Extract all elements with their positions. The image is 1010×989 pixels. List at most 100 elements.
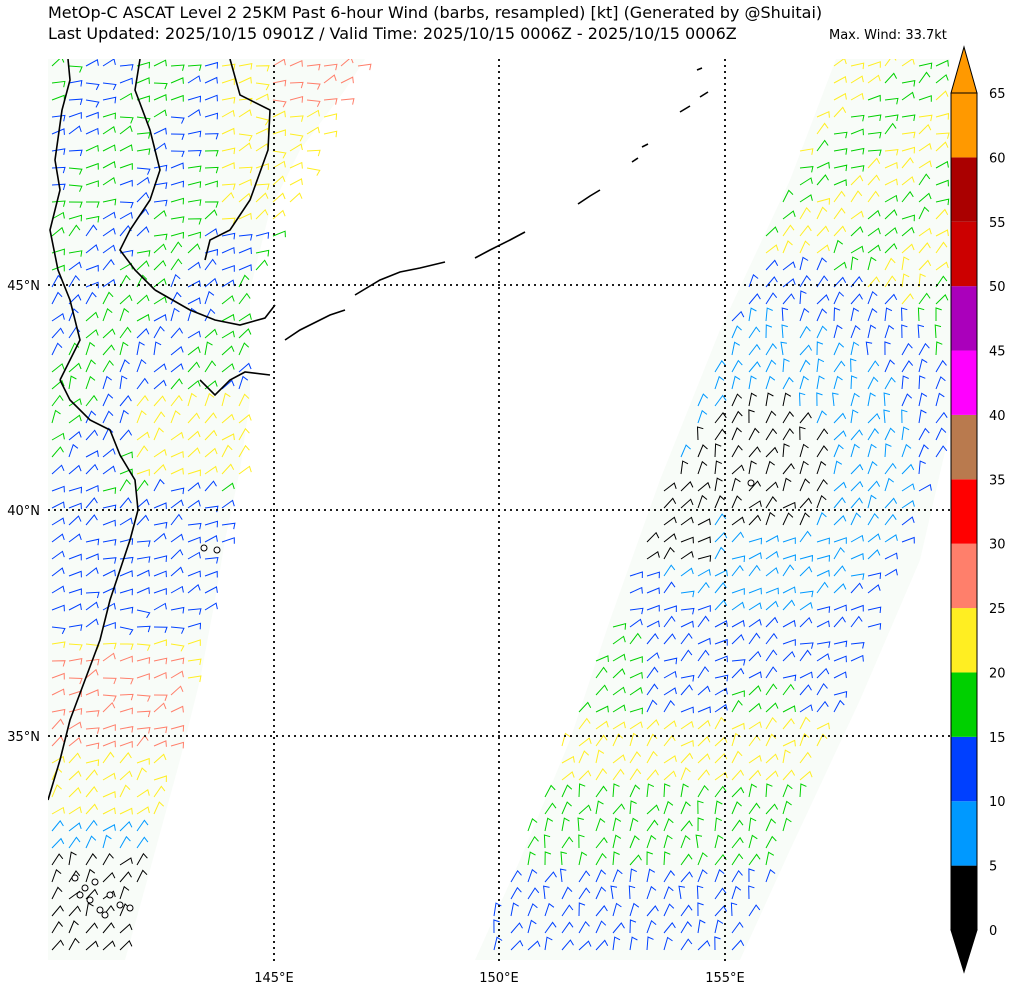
wind-barb bbox=[731, 393, 743, 407]
wind-barb bbox=[102, 258, 115, 271]
wind-barb bbox=[680, 853, 693, 866]
wind-barb bbox=[697, 460, 708, 475]
wind-barb bbox=[187, 430, 201, 441]
wind-barb bbox=[782, 463, 795, 475]
wind-barb bbox=[102, 519, 116, 527]
wind-barb bbox=[136, 358, 147, 373]
wind-barb bbox=[697, 869, 708, 883]
wind-barb bbox=[748, 537, 763, 545]
wind-barb bbox=[782, 817, 792, 832]
wind-barb bbox=[799, 148, 814, 155]
wind-barb bbox=[85, 111, 99, 119]
wind-barb bbox=[51, 533, 65, 543]
wind-barb bbox=[680, 550, 694, 560]
wind-barb bbox=[221, 392, 231, 407]
wind-barb bbox=[782, 501, 796, 509]
colorbar-bin bbox=[951, 414, 977, 480]
lat-label-45: 45°N bbox=[7, 279, 40, 294]
wind-barb bbox=[85, 514, 98, 526]
wind-barb bbox=[748, 853, 761, 866]
wind-barb bbox=[204, 258, 217, 271]
wind-barb bbox=[697, 719, 711, 730]
wind-barb bbox=[935, 160, 949, 169]
wind-barb bbox=[612, 902, 622, 917]
wind-barb bbox=[102, 652, 116, 662]
wind-barb bbox=[884, 497, 898, 509]
wind-barb bbox=[850, 409, 859, 424]
wind-barb bbox=[578, 769, 592, 781]
colorbar-bin bbox=[951, 865, 977, 930]
wind-barb bbox=[782, 293, 795, 305]
wind-barb bbox=[850, 256, 859, 271]
wind-barb bbox=[527, 903, 538, 917]
wind-barb bbox=[85, 359, 96, 373]
wind-barb bbox=[833, 276, 847, 288]
wind-barb bbox=[204, 228, 218, 237]
wind-barb bbox=[238, 413, 252, 424]
wind-barb bbox=[663, 546, 675, 560]
colorbar-tick-label: 65 bbox=[989, 87, 1006, 102]
wind-barb bbox=[221, 162, 235, 169]
wind-barb bbox=[816, 392, 823, 407]
wind-barb bbox=[935, 392, 945, 407]
wind-barb bbox=[51, 379, 65, 390]
wind-barb bbox=[119, 885, 130, 900]
wind-barb bbox=[765, 818, 777, 832]
wind-barb bbox=[204, 429, 218, 441]
wind-barb bbox=[136, 819, 149, 832]
wind-barb bbox=[510, 886, 522, 900]
wind-barb bbox=[901, 342, 913, 356]
wind-barb bbox=[765, 550, 779, 560]
wind-barb bbox=[527, 817, 538, 832]
wind-barb bbox=[731, 555, 746, 563]
wind-barb bbox=[136, 869, 148, 883]
wind-barb bbox=[153, 142, 167, 152]
wind-barb bbox=[68, 677, 83, 685]
wind-barb bbox=[153, 199, 168, 207]
wind-barb bbox=[612, 922, 625, 934]
wind-barb bbox=[85, 99, 100, 108]
wind-barb bbox=[663, 516, 677, 526]
wind-barb bbox=[51, 313, 65, 322]
wind-barb bbox=[68, 201, 83, 208]
wind-barb bbox=[833, 430, 847, 441]
kuril-peninsula bbox=[204, 59, 271, 261]
wind-barb bbox=[136, 77, 150, 84]
wind-barb bbox=[170, 345, 184, 356]
wind-barb bbox=[765, 292, 778, 305]
wind-barb bbox=[153, 448, 167, 458]
wind-barb bbox=[153, 109, 167, 118]
wind-barb bbox=[102, 344, 115, 356]
wind-barb bbox=[799, 375, 809, 390]
wind-barb bbox=[578, 902, 586, 917]
wind-barb bbox=[187, 181, 202, 188]
wind-barb bbox=[170, 410, 181, 424]
wind-barb bbox=[170, 499, 184, 509]
wind-barb bbox=[765, 226, 779, 237]
wind-barb bbox=[646, 783, 655, 798]
wind-barb bbox=[51, 585, 65, 594]
wind-barb bbox=[850, 463, 864, 475]
wind-barb bbox=[663, 922, 676, 934]
wind-barb bbox=[918, 358, 928, 373]
wind-barb bbox=[272, 175, 286, 186]
wind-barb bbox=[51, 939, 65, 951]
wind-barb bbox=[816, 428, 829, 441]
wind-barb bbox=[731, 325, 742, 339]
wind-barb bbox=[255, 183, 270, 190]
wind-barb bbox=[697, 852, 708, 866]
wind-barb bbox=[697, 736, 711, 747]
wind-barb bbox=[187, 536, 201, 544]
wind-barb bbox=[765, 428, 778, 441]
wind-barb bbox=[901, 443, 912, 458]
wind-barb bbox=[340, 59, 354, 67]
wind-barb bbox=[714, 599, 728, 611]
wind-barb bbox=[238, 264, 252, 271]
wind-barb bbox=[816, 682, 828, 696]
calm-wind-circle bbox=[126, 904, 134, 912]
wind-barb bbox=[221, 295, 235, 305]
wind-barb bbox=[85, 618, 99, 628]
wind-barb bbox=[935, 59, 949, 67]
wind-barb bbox=[238, 76, 252, 84]
wind-barb bbox=[646, 699, 658, 713]
